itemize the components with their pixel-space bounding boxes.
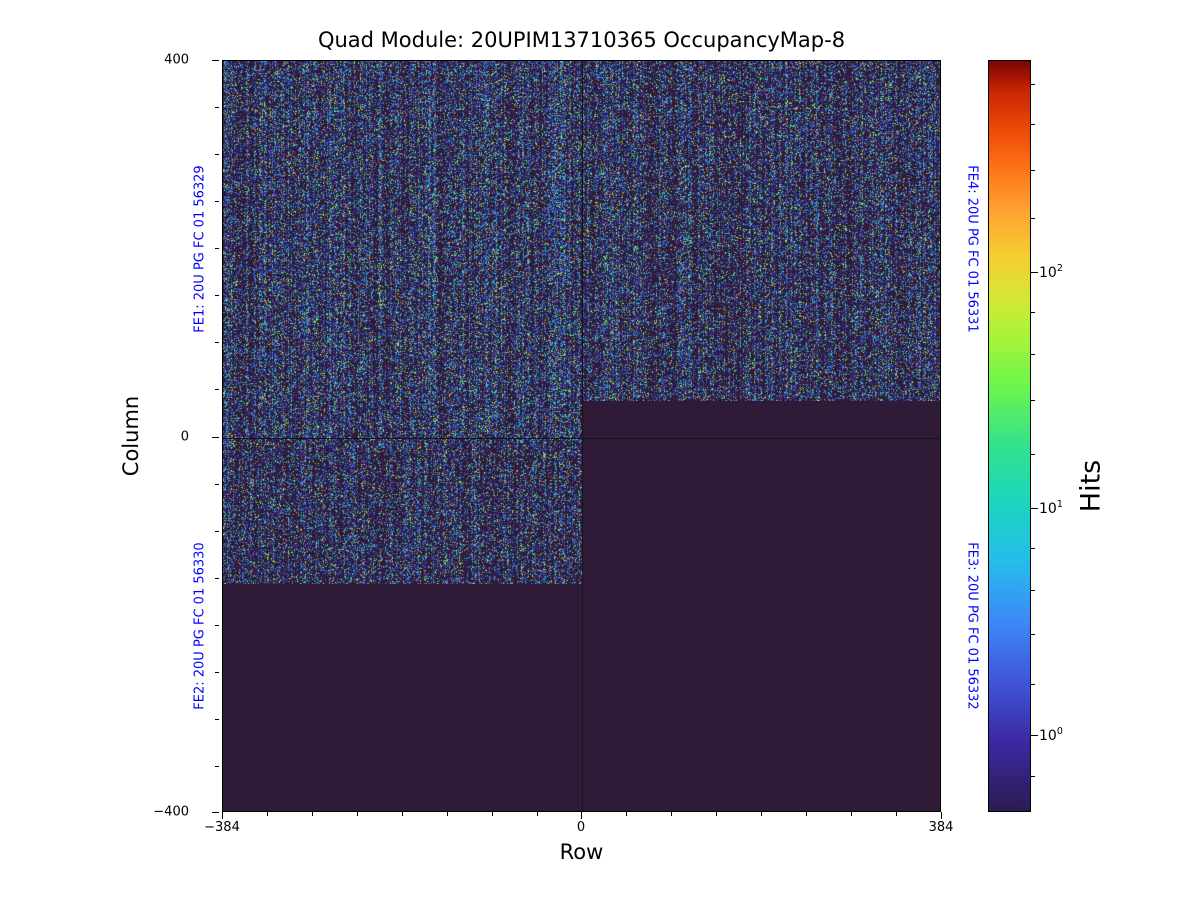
ytick-label: 0 [180,429,189,445]
xtick-label: −384 [204,820,240,835]
colorbar-tick-major [1031,508,1038,509]
fe-label-fe1: FE1: 20U PG FC 01 56329 [192,165,208,333]
x-axis-label: Row [559,840,604,864]
xtick-minor [312,812,313,816]
ytick-minor [215,342,219,343]
xtick-minor [806,812,807,816]
colorbar-tick-minor [1031,312,1035,313]
xtick-major-left [222,812,223,819]
xtick-minor [671,812,672,816]
colorbar-tick-major [1031,272,1038,273]
colorbar-tick-minor [1031,400,1035,401]
quadrant-fe4 [582,61,940,401]
quadrant-divider-horizontal [223,438,940,439]
xtick-minor [537,812,538,816]
colorbar-tick-minor [1031,684,1035,685]
xtick-minor [761,812,762,816]
ytick-minor [215,295,219,296]
quadrant-fe2 [223,439,582,584]
xtick-minor [492,812,493,816]
xtick-minor [267,812,268,816]
ytick-minor [215,531,219,532]
ytick-minor [215,248,219,249]
ytick-major-center [212,437,219,438]
colorbar-tick-minor [1031,124,1035,125]
ytick-minor [215,719,219,720]
colorbar-mantissa: 10 [1039,500,1057,517]
xtick-minor [357,812,358,816]
quadrant-fe3 [582,439,940,811]
colorbar-tick-minor [1031,354,1035,355]
ytick-minor [215,201,219,202]
ytick-minor [215,625,219,626]
colorbar-tick-minor [1031,218,1035,219]
y-axis-label: Column [119,395,143,477]
colorbar-tick-minor [1031,634,1035,635]
colorbar-tick-label-10: 101 [1039,499,1063,517]
ytick-minor [215,484,219,485]
colorbar-mantissa: 10 [1039,264,1057,281]
colorbar-tick-minor [1031,170,1035,171]
ytick-label: −400 [153,804,189,820]
fe-label-fe3: FE3: 20U PG FC 01 56332 [964,542,980,710]
colorbar-tick-minor [1031,590,1035,591]
colorbar-tick-minor [1031,454,1035,455]
ytick-minor [215,672,219,673]
ytick-label: 400 [164,52,189,68]
fe-label-fe2: FE2: 20U PG FC 01 56330 [192,542,208,710]
heatmap-plot-area[interactable] [222,60,941,812]
colorbar-label: Hits [1075,459,1107,513]
xtick-minor [402,812,403,816]
colorbar[interactable] [988,60,1038,812]
colorbar-mantissa: 10 [1039,727,1057,744]
xtick-major-right [941,812,942,819]
xtick-minor [851,812,852,816]
colorbar-exponent: 2 [1056,263,1063,275]
colorbar-tick-minor [1031,776,1035,777]
ytick-minor [215,578,219,579]
colorbar-exponent: 1 [1056,499,1063,511]
xtick-minor [626,812,627,816]
ytick-major-bottom [212,812,219,813]
colorbar-exponent: 0 [1056,726,1063,738]
quadrant-fe1 [223,61,582,438]
ytick-minor [215,766,219,767]
colorbar-tick-minor [1031,548,1035,549]
xtick-major-center [581,812,582,819]
xtick-label: 0 [576,820,586,835]
xtick-minor [896,812,897,816]
colorbar-tick-major [1031,735,1038,736]
ytick-minor [215,107,219,108]
fe-label-fe4: FE4: 20U PG FC 01 56331 [964,165,980,333]
ytick-minor [215,154,219,155]
colorbar-tick-label-1: 100 [1039,726,1063,744]
xtick-minor [447,812,448,816]
quadrant-divider-vertical [582,61,583,811]
page-title: Quad Module: 20UPIM13710365 OccupancyMap… [317,28,846,52]
ytick-major-top [212,60,219,61]
ytick-minor [215,389,219,390]
colorbar-tick-label-100: 102 [1039,263,1063,281]
colorbar-tick-minor [1031,84,1035,85]
colorbar-gradient [988,60,1031,812]
xtick-label: 384 [928,820,954,835]
xtick-minor [716,812,717,816]
